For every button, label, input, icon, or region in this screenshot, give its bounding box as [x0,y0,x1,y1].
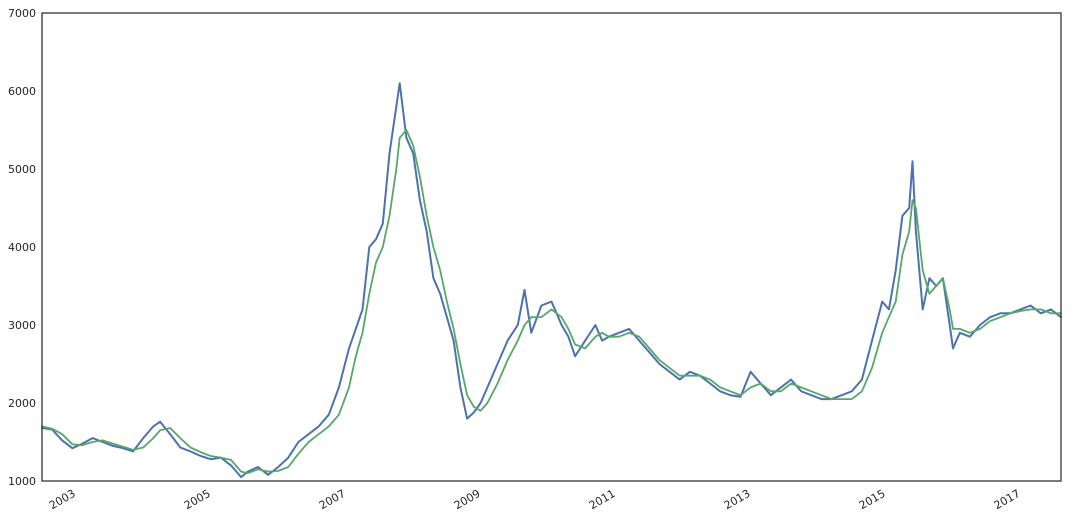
y-tick-label-7000: 7000 [8,7,36,20]
y-tick-label-4000: 4000 [8,241,36,254]
y-tick-label-5000: 5000 [8,163,36,176]
y-tick-label-3000: 3000 [8,319,36,332]
x-axis: 2003 2005 2007 2009 2011 2013 2015 2017 [47,487,1023,512]
x-tick-label-2009: 2009 [452,487,483,512]
x-tick-label-2003: 2003 [47,487,78,512]
series-line-1 [41,82,1062,479]
x-tick-label-2017: 2017 [992,487,1023,512]
y-tick-label-2000: 2000 [8,397,36,410]
y-axis: 1000 2000 3000 4000 5000 6000 7000 [8,7,36,488]
y-tick-label-6000: 6000 [8,85,36,98]
plot-frame [41,12,1062,482]
x-tick-label-2015: 2015 [857,487,888,512]
x-tick-label-2007: 2007 [317,487,348,512]
x-tick-label-2011: 2011 [587,487,618,512]
y-tick-label-1000: 1000 [8,475,36,488]
x-tick-label-2005: 2005 [182,487,213,512]
plot-area [41,12,1062,482]
series-line-2 [41,129,1062,475]
x-tick-label-2013: 2013 [722,487,753,512]
series-layer [41,82,1062,479]
